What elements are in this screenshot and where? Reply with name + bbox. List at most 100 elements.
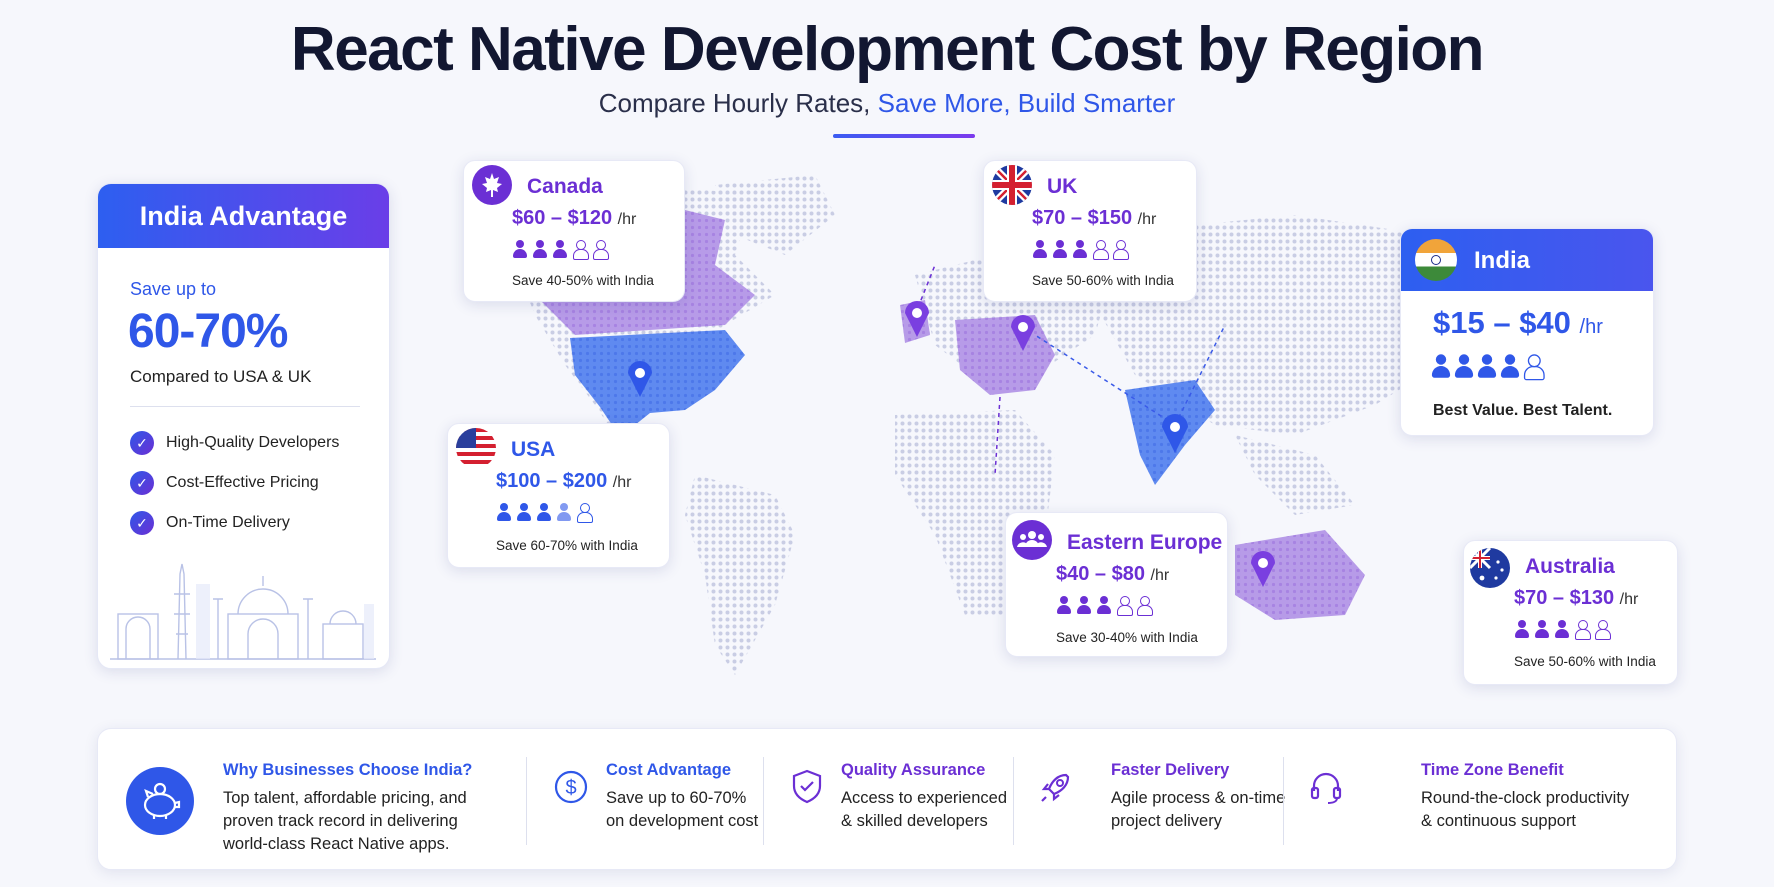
region-note: Save 50-60% with India [1032, 273, 1174, 288]
region-rate: $60 – $120 /hr [512, 207, 636, 230]
faster-text-line: project delivery [1111, 812, 1222, 830]
india-advantage-panel: India Advantage Save up to 60-70% Compar… [97, 183, 390, 669]
talent-rating [1514, 620, 1611, 640]
person-outline-icon [1112, 240, 1129, 260]
rate-value: $70 – $150 [1032, 207, 1133, 229]
rate-value: $40 – $80 [1056, 563, 1145, 585]
svg-text:$: $ [565, 777, 576, 799]
india-flag-icon [1415, 239, 1457, 281]
person-icon [552, 240, 568, 258]
region-note: Save 40-50% with India [512, 273, 654, 288]
quality-text-line: Access to experienced [841, 789, 1008, 807]
talent-rating [496, 503, 593, 523]
map-australia [1235, 530, 1365, 620]
cost-title: Cost Advantage [606, 761, 731, 779]
talent-rating [512, 240, 609, 260]
quality-title: Quality Assurance [841, 761, 986, 779]
map-greenland [715, 175, 835, 255]
person-outline-icon [576, 503, 593, 523]
region-name: Australia [1525, 555, 1615, 578]
region-name: USA [511, 438, 556, 461]
person-icon [516, 503, 532, 521]
rate-unit: /hr [1150, 567, 1170, 584]
region-card-uk: UK $70 – $150 /hr Save 50-60% with India [983, 160, 1197, 302]
group-icon [1012, 520, 1052, 560]
talent-rating [1431, 354, 1545, 381]
region-note: Best Value. Best Talent. [1433, 402, 1613, 419]
subtitle-highlight: Save More, Build Smarter [877, 88, 1176, 118]
india-landmarks-illustration [110, 563, 376, 660]
person-icon [1500, 354, 1521, 378]
region-rate: $15 – $40 /hr [1433, 305, 1603, 341]
title-underline [833, 134, 975, 138]
map-pin-icon [1251, 551, 1275, 587]
region-rate: $100 – $200 /hr [496, 470, 631, 493]
save-value: 60-70% [128, 305, 288, 358]
person-half-icon [556, 503, 572, 521]
separator [1283, 757, 1284, 845]
cost-text-line: on development cost [606, 812, 759, 830]
person-icon [496, 503, 512, 521]
talent-rating [1056, 596, 1153, 616]
page-title: React Native Development Cost by Region [290, 15, 1485, 84]
quality-text-line: & skilled developers [841, 812, 988, 830]
separator [763, 757, 764, 845]
person-outline-icon [1136, 596, 1153, 616]
map-eastern-europe [955, 315, 1055, 395]
region-name: Eastern Europe [1067, 531, 1223, 554]
check-icon: ✓ [130, 431, 154, 455]
why-text-line: proven track record in delivering [223, 812, 458, 830]
person-icon [1477, 354, 1498, 378]
person-icon [1554, 620, 1570, 638]
person-icon [1454, 354, 1475, 378]
save-label: Save up to [130, 279, 217, 299]
map-usa [570, 330, 745, 437]
uk-flag-icon [992, 165, 1032, 205]
faster-text: Agile process & on-time project delivery [1111, 787, 1285, 833]
region-rate: $40 – $80 /hr [1056, 563, 1169, 586]
rate-unit: /hr [612, 474, 632, 491]
person-icon [1534, 620, 1550, 638]
timezone-text: Round-the-clock productivity & continuou… [1421, 787, 1629, 833]
subtitle-plain: Compare Hourly Rates, [598, 88, 871, 118]
region-card-usa: USA $100 – $200 /hr Save 60-70% with Ind… [447, 423, 670, 568]
region-note: Save 30-40% with India [1056, 630, 1198, 645]
region-card-australia: Australia $70 – $130 /hr Save 50-60% wit… [1463, 540, 1678, 685]
why-title: Why Businesses Choose India? [223, 761, 473, 779]
rate-unit: /hr [617, 211, 637, 228]
compare-note: Compared to USA & UK [130, 367, 312, 386]
rate-value: $70 – $130 [1514, 587, 1615, 609]
india-advantage-title: India Advantage [98, 184, 389, 248]
person-outline-icon [592, 240, 609, 260]
talent-rating [1032, 240, 1129, 260]
cost-text: Save up to 60-70% on development cost [606, 787, 758, 833]
benefits-strip: Why Businesses Choose India? Top talent,… [97, 728, 1677, 870]
rate-unit: /hr [1137, 211, 1157, 228]
timezone-text-line: Round-the-clock productivity [1421, 789, 1630, 807]
region-name: Canada [527, 175, 603, 198]
region-rate: $70 – $150 /hr [1032, 207, 1156, 230]
region-note: Save 50-60% with India [1514, 654, 1656, 669]
person-outline-icon [1523, 354, 1545, 381]
quality-text: Access to experienced & skilled develope… [841, 787, 1007, 833]
person-icon [532, 240, 548, 258]
rate-value: $15 – $40 [1433, 305, 1571, 340]
map-pin-icon [1011, 315, 1035, 351]
region-rate: $70 – $130 /hr [1514, 587, 1638, 610]
separator [526, 757, 527, 845]
person-outline-icon [1574, 620, 1591, 640]
region-card-india: India $15 – $40 /hr Best Value. Best Tal… [1400, 228, 1654, 436]
map-pin-icon [1162, 414, 1188, 453]
page-subtitle: Compare Hourly Rates, Save More, Build S… [0, 88, 1774, 119]
why-text-line: world-class React Native apps. [223, 835, 450, 853]
divider [130, 406, 360, 407]
map-se-asia [1235, 435, 1355, 515]
rocket-icon [1041, 773, 1070, 802]
why-text: Top talent, affordable pricing, and prov… [223, 787, 467, 856]
advantage-item: High-Quality Developers [166, 434, 340, 451]
australia-flag-icon [1470, 548, 1510, 588]
region-name: India [1474, 247, 1531, 274]
timezone-title: Time Zone Benefit [1421, 761, 1564, 779]
check-icon: ✓ [130, 471, 154, 495]
separator [1013, 757, 1014, 845]
